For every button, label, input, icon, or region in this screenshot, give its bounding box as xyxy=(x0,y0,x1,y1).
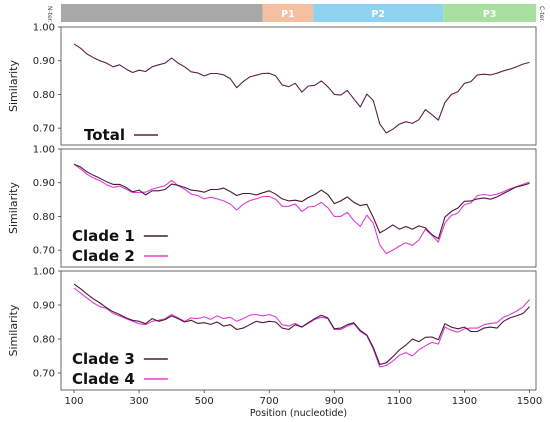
y-tick-label: 0.80 xyxy=(33,212,55,223)
panel-2: 1.00 0.90 0.80 0.70 Similarity Clade 1 Clade 2 xyxy=(7,145,537,268)
x-axis-label: Position (nucleotide) xyxy=(250,408,347,419)
x-tick-label: 1300 xyxy=(452,396,477,407)
y-tick-label: 0.70 xyxy=(33,246,55,257)
y-tick-label: 0.80 xyxy=(33,90,55,101)
legend-label-clade-2: Clade 2 xyxy=(72,247,135,265)
legend-label-clade-1: Clade 1 xyxy=(72,227,135,245)
series-line-total xyxy=(73,43,530,134)
y-axis-label: Similarity xyxy=(7,60,20,112)
x-tick-label: 500 xyxy=(195,396,214,407)
y-tick-label: 0.90 xyxy=(33,301,55,312)
x-tick-label: 1100 xyxy=(387,396,412,407)
y-tick-label: 0.90 xyxy=(33,56,55,67)
legend-label-clade-4: Clade 4 xyxy=(72,370,135,388)
domain-segment-p1 xyxy=(262,4,314,22)
panel-3: 1.00 0.90 0.80 0.70 Similarity Clade 3 Clade 4 xyxy=(7,267,537,391)
y-tick-label: 0.70 xyxy=(33,369,55,380)
domain-label-p3: P3 xyxy=(483,9,497,20)
legend-label-total: Total xyxy=(84,126,125,144)
c-terminus-label: C-ter. xyxy=(538,6,545,22)
x-tick-label: 900 xyxy=(325,396,344,407)
x-tick-label: 1500 xyxy=(517,396,542,407)
domain-segment-p3 xyxy=(443,4,536,22)
y-tick-label: 1.00 xyxy=(33,23,55,34)
x-tick-label: 100 xyxy=(64,396,83,407)
panel-frame xyxy=(60,270,537,391)
domain-label-p2: P2 xyxy=(371,9,385,20)
domain-segment-p2 xyxy=(313,4,444,22)
y-tick-label: 1.00 xyxy=(33,267,55,278)
x-tick-label: 700 xyxy=(260,396,279,407)
domain-segment-unlabeled xyxy=(61,4,263,22)
series-line-clade-1 xyxy=(73,163,530,240)
panels: 1.00 0.90 0.80 0.70 Similarity Total 1.00 0.90 0… xyxy=(7,23,537,391)
panel-frame xyxy=(60,26,537,146)
y-tick-label: 0.70 xyxy=(33,124,55,135)
series-line-clade-2 xyxy=(73,163,530,255)
series-line-clade-3 xyxy=(73,283,530,366)
domain-label-p1: P1 xyxy=(281,9,295,20)
y-tick-label: 0.80 xyxy=(33,335,55,346)
x-axis: 100 300 500 700 900 1100 1300 1500 Position (nuc… xyxy=(64,390,542,419)
x-tick-label: 300 xyxy=(130,396,149,407)
n-terminus-label: N-ter. xyxy=(46,6,53,23)
y-tick-label: 0.90 xyxy=(33,178,55,189)
domain-bar: P1 P2 P3 N-ter. C-ter. xyxy=(46,4,545,23)
y-axis-label: Similarity xyxy=(7,182,20,234)
legend-label-clade-3: Clade 3 xyxy=(72,350,135,368)
y-tick-label: 1.00 xyxy=(33,145,55,156)
y-axis-label: Similarity xyxy=(7,304,20,356)
panel-1: 1.00 0.90 0.80 0.70 Similarity Total xyxy=(7,23,537,146)
